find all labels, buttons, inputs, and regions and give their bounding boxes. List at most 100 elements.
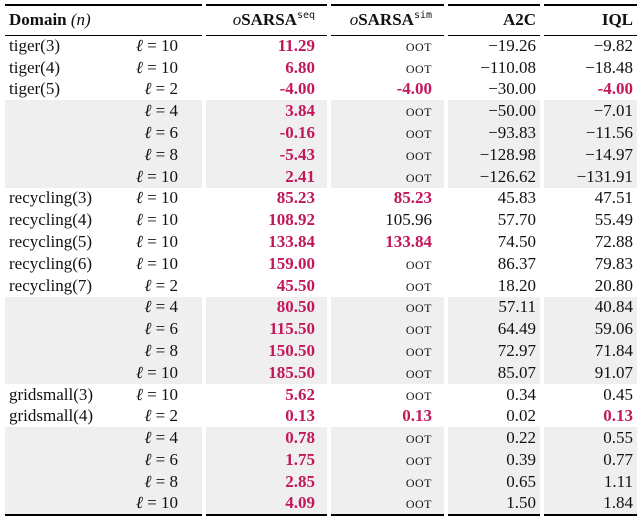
sim-main: SARSA [358, 10, 414, 30]
ell-symbol: ℓ [144, 406, 152, 426]
horizon-cell: ℓ = 4 [122, 296, 205, 319]
osarsa-seq-value: 4.09 [202, 492, 330, 516]
osarsa-sim-value: oot [327, 143, 447, 166]
iql-value: 55.49 [540, 209, 638, 232]
a2c-value: 64.49 [444, 318, 543, 341]
table-row: gridsmall(4) ℓ = 2 0.13 0.13 0.02 0.13 [5, 405, 638, 428]
osarsa-sim-value: oot [327, 427, 447, 450]
horizon-cell: ℓ = 10 [122, 231, 204, 253]
ell-symbol: ℓ [135, 36, 143, 56]
horizon-value: 10 [161, 210, 179, 230]
iql-value: 47.51 [540, 187, 638, 210]
table-row: ℓ = 4 3.84 oot −50.00 −7.01 [5, 100, 638, 123]
horizon-cell: ℓ = 8 [122, 340, 205, 362]
domain-cell: tiger(3) [9, 36, 60, 56]
a2c-value: 74.50 [444, 231, 543, 253]
results-table: Domain (n) oSARSAseq oSARSAsim A2C IQL t… [5, 4, 638, 516]
iql-column-header: IQL [540, 4, 638, 36]
equals-sign: = [151, 123, 170, 143]
a2c-value: 0.02 [444, 405, 543, 428]
iql-value: 91.07 [540, 361, 638, 384]
a2c-value: 72.97 [444, 340, 543, 362]
osarsa-sim-value: oot [327, 383, 447, 406]
osarsa-seq-value: 0.78 [202, 427, 330, 450]
horizon-cell: ℓ = 8 [122, 143, 205, 166]
sim-superscript: sim [413, 10, 433, 22]
osarsa-sim-value: oot [327, 165, 447, 188]
table-row: ℓ = 8 2.85 oot 0.65 1.11 [5, 470, 638, 493]
a2c-value: −50.00 [444, 100, 543, 123]
ell-symbol: ℓ [144, 101, 152, 121]
iql-value: 71.84 [540, 340, 638, 362]
equals-sign: = [151, 406, 170, 426]
horizon-cell: ℓ = 10 [122, 492, 205, 516]
osarsa-seq-value: 45.50 [202, 274, 330, 297]
domain-cell: recycling(5) [9, 232, 93, 252]
horizon-cell: ℓ = 2 [122, 406, 204, 428]
horizon-value: 4 [169, 428, 179, 448]
horizon-value: 6 [169, 123, 179, 143]
domain-cell: recycling(4) [9, 210, 93, 230]
osarsa-seq-value: 108.92 [202, 209, 330, 232]
domain-cell: gridsmall(3) [9, 384, 94, 404]
seq-superscript: seq [296, 10, 316, 22]
equals-sign: = [151, 471, 170, 491]
iql-value: 0.77 [540, 449, 638, 471]
a2c-value: 0.34 [444, 383, 543, 406]
iql-value: 1.84 [540, 492, 638, 516]
domain-cell [5, 449, 122, 471]
ell-symbol: ℓ [135, 210, 143, 230]
osarsa-seq-value: 1.75 [202, 449, 330, 471]
iql-value: −14.97 [540, 143, 638, 166]
horizon-cell: ℓ = 4 [122, 427, 205, 450]
osarsa-seq-value: 3.84 [202, 100, 330, 123]
iql-value: 0.13 [540, 405, 638, 428]
equals-sign: = [142, 36, 162, 56]
a2c-value: 57.11 [444, 296, 543, 319]
a2c-value: 85.07 [444, 361, 543, 384]
horizon-value: 2 [169, 275, 179, 295]
osarsa-seq-value: 133.84 [202, 231, 330, 253]
horizon-cell: ℓ = 8 [122, 470, 205, 493]
equals-sign: = [151, 101, 170, 121]
osarsa-seq-value: 2.41 [202, 165, 330, 188]
domain-cell: tiger(4) [9, 57, 60, 77]
iql-value: −7.01 [540, 100, 638, 123]
horizon-value: 10 [161, 253, 179, 273]
iql-value: 59.06 [540, 318, 638, 341]
osarsa-seq-value: 115.50 [202, 318, 330, 341]
horizon-cell: ℓ = 2 [122, 79, 204, 101]
osarsa-sim-value: 105.96 [327, 209, 447, 232]
domain-cell [5, 470, 122, 493]
table-row: ℓ = 6 115.50 oot 64.49 59.06 [5, 318, 638, 341]
horizon-value: 6 [169, 450, 179, 470]
ell-symbol: ℓ [135, 253, 143, 273]
a2c-value: −93.83 [444, 122, 543, 144]
horizon-value: 2 [169, 79, 179, 99]
ell-symbol: ℓ [135, 188, 143, 208]
horizon-value: 10 [161, 493, 179, 513]
domain-cell: recycling(3) [9, 188, 93, 208]
horizon-cell: ℓ = 6 [122, 449, 205, 471]
table-row: ℓ = 8 150.50 oot 72.97 71.84 [5, 340, 638, 362]
table-row: tiger(3) ℓ = 10 11.29 oot −19.26 −9.82 [5, 35, 638, 57]
ell-symbol: ℓ [135, 166, 143, 186]
a2c-column-header: A2C [444, 4, 543, 36]
equals-sign: = [142, 188, 162, 208]
a2c-value: 0.22 [444, 427, 543, 450]
a2c-value: 57.70 [444, 209, 543, 232]
domain-cell: gridsmall(4) [9, 406, 94, 426]
domain-cell [5, 427, 122, 450]
equals-sign: = [142, 57, 162, 77]
horizon-cell: ℓ = 10 [122, 35, 204, 57]
a2c-value: −126.62 [444, 165, 543, 188]
iql-value: 79.83 [540, 252, 638, 275]
equals-sign: = [151, 297, 170, 317]
ell-symbol: ℓ [144, 123, 152, 143]
osarsa-sim-value: oot [327, 340, 447, 362]
equals-sign: = [151, 450, 170, 470]
osarsa-sim-value: oot [327, 361, 447, 384]
table-row: ℓ = 10 4.09 oot 1.50 1.84 [5, 492, 638, 516]
horizon-value: 8 [169, 471, 179, 491]
domain-cell [5, 165, 122, 188]
